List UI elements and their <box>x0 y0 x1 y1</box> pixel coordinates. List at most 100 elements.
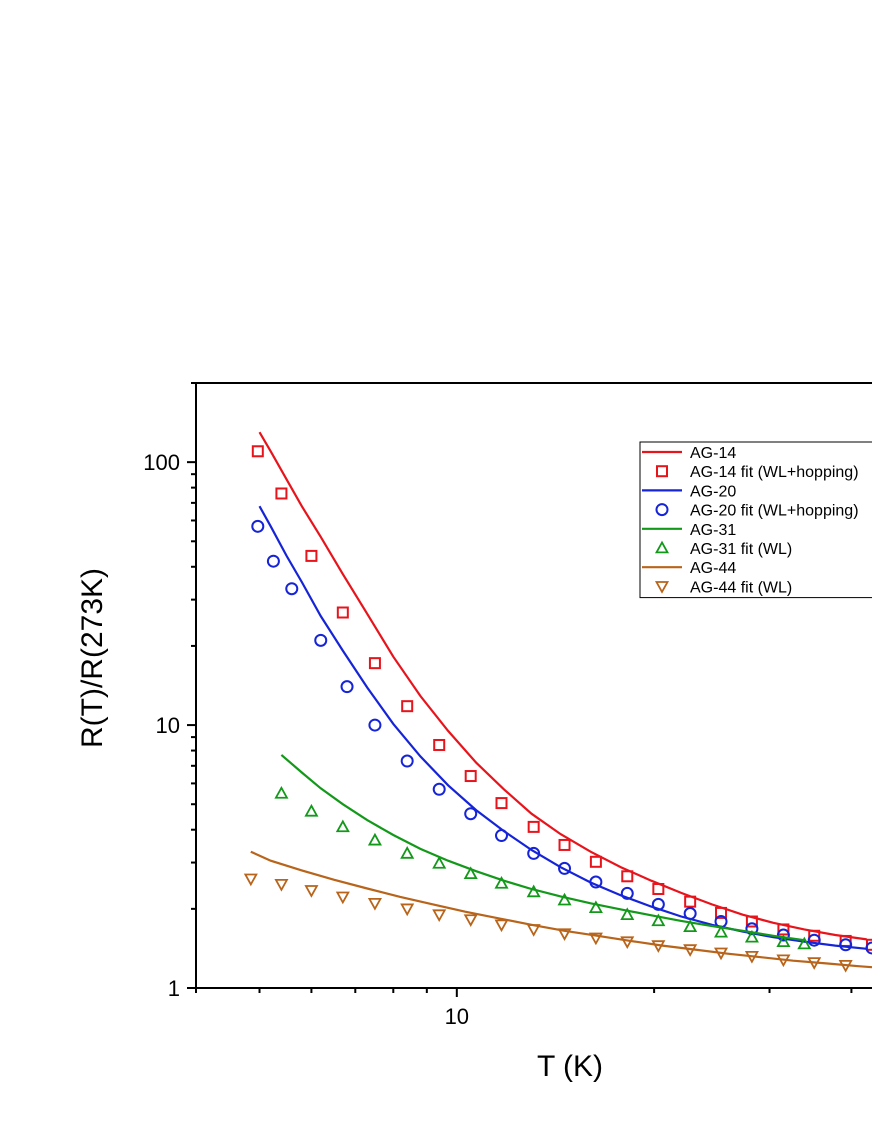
legend-marker-swatch <box>655 503 669 517</box>
data-point-ag-44-fit-wl <box>651 940 666 953</box>
data-point-ag-20-fit-wl-hopping <box>400 754 414 768</box>
x-tick-label: 10 <box>445 1004 469 1029</box>
data-point-ag-14-fit-wl-hopping <box>464 770 477 783</box>
data-point-ag-31-fit-wl <box>588 900 603 914</box>
legend-label: AG-44 fit (WL) <box>690 579 792 596</box>
data-point-ag-14-fit-wl-hopping <box>401 700 414 713</box>
data-point-ag-14-fit-wl-hopping <box>589 855 602 868</box>
data-point-ag-20-fit-wl-hopping <box>589 875 603 889</box>
data-point-ag-44-fit-wl <box>400 903 415 917</box>
data-point-ag-14-fit-wl-hopping <box>305 549 318 562</box>
data-point-ag-14-fit-wl-hopping <box>558 838 571 851</box>
data-point-ag-31-fit-wl <box>367 832 382 846</box>
data-point-ag-14-fit-wl-hopping <box>745 915 758 928</box>
legend-label: AG-31 fit (WL) <box>690 541 792 558</box>
data-point-ag-31-fit-wl <box>494 876 509 889</box>
data-point-ag-20-fit-wl-hopping <box>683 907 697 921</box>
legend-label: AG-20 <box>690 483 736 500</box>
data-point-ag-14-fit-wl-hopping <box>808 929 821 942</box>
data-point-ag-31-fit-wl <box>713 924 729 938</box>
data-point-ag-44-fit-wl <box>463 914 478 927</box>
data-point-ag-20-fit-wl-hopping <box>527 846 541 860</box>
data-point-ag-14-fit-wl-hopping <box>652 882 665 895</box>
data-point-ag-20-fit-wl-hopping <box>620 886 634 900</box>
data-point-ag-44-fit-wl <box>807 957 822 970</box>
data-point-ag-44-fit-wl <box>683 944 698 957</box>
legend-label: AG-44 <box>690 560 736 577</box>
legend-box <box>639 441 872 599</box>
data-point-ag-44-fit-wl <box>776 954 791 968</box>
x-axis-title: T (K) <box>537 1050 603 1083</box>
legend-marker-swatch <box>654 581 670 594</box>
data-point-ag-31-fit-wl <box>620 907 635 921</box>
data-point-ag-31-fit-wl <box>776 934 791 948</box>
data-point-ag-20-fit-wl-hopping <box>314 633 328 647</box>
data-point-ag-44-fit-wl <box>243 873 258 887</box>
data-point-ag-20-fit-wl-hopping <box>865 941 872 955</box>
data-point-ag-31-fit-wl <box>463 866 478 880</box>
data-point-ag-14-fit-wl-hopping <box>621 870 634 883</box>
data-point-ag-20-fit-wl-hopping <box>432 782 446 796</box>
data-point-ag-44-fit-wl <box>367 897 382 911</box>
data-point-ag-44-fit-wl <box>713 947 729 961</box>
data-point-ag-14-fit-wl-hopping <box>684 895 697 908</box>
y-tick-label: 1 <box>168 976 180 1001</box>
data-point-ag-44-fit-wl <box>620 936 635 950</box>
data-point-ag-31-fit-wl <box>274 785 289 799</box>
data-point-ag-31-fit-wl <box>557 892 572 906</box>
data-point-ag-44-fit-wl <box>494 919 509 933</box>
data-point-ag-44-fit-wl <box>432 909 447 923</box>
legend-marker-swatch <box>656 465 668 478</box>
data-point-ag-20-fit-wl-hopping <box>807 933 821 947</box>
data-point-ag-14-fit-wl-hopping <box>495 797 508 810</box>
data-point-ag-14-fit-wl-hopping <box>368 657 381 670</box>
data-point-ag-20-fit-wl-hopping <box>776 928 790 942</box>
data-point-ag-31-fit-wl <box>683 919 698 933</box>
data-point-ag-14-fit-wl-hopping <box>715 906 728 919</box>
data-point-ag-31-fit-wl <box>651 913 666 927</box>
data-point-ag-14-fit-wl-hopping <box>336 606 349 619</box>
data-point-ag-44-fit-wl <box>588 932 603 946</box>
legend: AG-14 AG-14 fit (WL+hopping) AG-20 AG-20 fi… <box>639 441 872 599</box>
data-point-ag-20-fit-wl-hopping <box>251 519 265 533</box>
data-point-ag-14-fit-wl-hopping <box>527 820 540 833</box>
data-point-ag-20-fit-wl-hopping <box>839 938 853 952</box>
data-point-ag-44-fit-wl <box>744 950 759 964</box>
data-point-ag-20-fit-wl-hopping <box>745 922 759 936</box>
data-point-ag-44-fit-wl <box>526 924 541 937</box>
plot-area <box>243 431 872 973</box>
data-point-ag-44-fit-wl <box>335 891 350 905</box>
y-tick-label: 100 <box>143 450 180 475</box>
data-point-ag-44-fit-wl <box>304 885 319 898</box>
data-point-ag-44-fit-wl <box>274 878 289 892</box>
data-point-ag-31-fit-wl <box>400 846 415 859</box>
data-point-ag-20-fit-wl-hopping <box>651 897 665 911</box>
data-point-ag-20-fit-wl-hopping <box>368 718 382 732</box>
data-point-ag-31-fit-wl <box>744 929 759 943</box>
data-point-ag-31-fit-wl <box>526 884 541 898</box>
y-axis-title: R(T)/R(273K) <box>76 568 109 748</box>
data-point-ag-31-fit-wl <box>797 936 812 950</box>
data-point-ag-20-fit-wl-hopping <box>340 680 354 694</box>
data-point-ag-31-fit-wl <box>432 855 447 869</box>
data-point-ag-14-fit-wl-hopping <box>275 487 288 500</box>
y-tick-label: 10 <box>156 713 180 738</box>
legend-label: AG-14 fit (WL+hopping) <box>690 464 859 481</box>
legend-label: AG-31 <box>690 522 736 539</box>
data-point-ag-20-fit-wl-hopping <box>266 554 280 568</box>
series-line-ag-31 <box>280 754 805 942</box>
data-point-ag-14-fit-wl-hopping <box>433 738 446 751</box>
legend-marker-swatch <box>654 540 670 554</box>
data-point-ag-20-fit-wl-hopping <box>495 829 509 843</box>
data-point-ag-20-fit-wl-hopping <box>464 807 478 821</box>
data-point-ag-44-fit-wl <box>557 928 572 941</box>
legend-label: AG-20 fit (WL+hopping) <box>690 503 859 520</box>
data-point-ag-14-fit-wl-hopping <box>251 445 264 458</box>
legend-label: AG-14 <box>690 445 736 462</box>
data-point-ag-44-fit-wl <box>838 959 853 973</box>
data-point-ag-20-fit-wl-hopping <box>285 582 299 596</box>
data-point-ag-31-fit-wl <box>304 803 319 817</box>
data-point-ag-31-fit-wl <box>335 819 350 833</box>
series-line-ag-44 <box>250 850 872 969</box>
